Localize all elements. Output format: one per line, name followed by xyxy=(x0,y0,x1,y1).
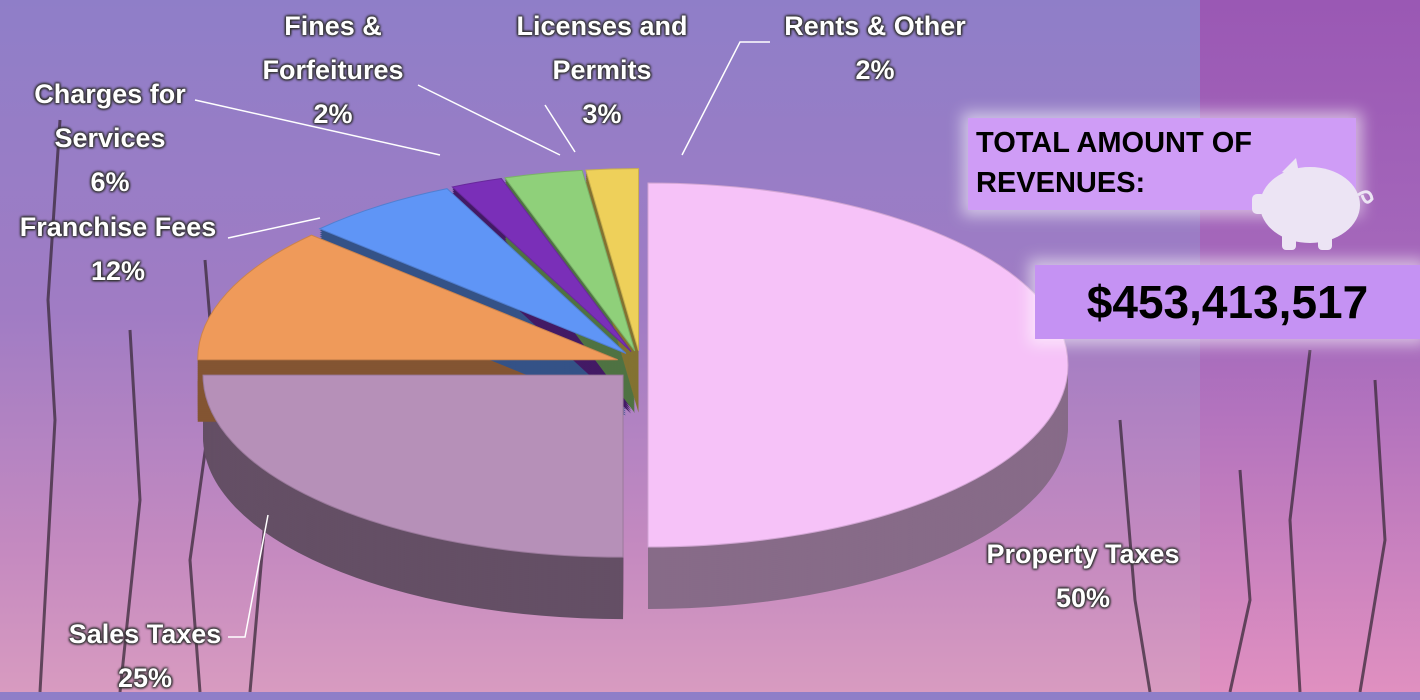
side-panel xyxy=(1200,0,1420,692)
leader-line xyxy=(228,514,269,638)
value-label: 2% xyxy=(855,55,895,85)
category-name: Fines & Forfeitures xyxy=(262,11,404,85)
value-label: 6% xyxy=(90,167,130,197)
leader-line xyxy=(227,217,321,239)
leader-line xyxy=(681,41,770,156)
branches xyxy=(38,119,1387,692)
value-label: 2% xyxy=(313,99,353,129)
category-name: Property Taxes xyxy=(986,539,1180,569)
slice-label: Sales Taxes 25% xyxy=(45,612,245,700)
leader-line xyxy=(544,104,576,153)
value-label: 3% xyxy=(582,99,622,129)
slice-label: Franchise Fees 12% xyxy=(0,205,238,293)
category-name: Sales Taxes xyxy=(68,619,222,649)
value-label: 50% xyxy=(1055,583,1111,613)
value-label: 12% xyxy=(90,256,146,286)
slice-label: Fines & Forfeitures 2% xyxy=(243,4,423,136)
pie-slice xyxy=(202,374,624,558)
pie xyxy=(197,168,1069,620)
slice-label: Rents & Other 2% xyxy=(760,4,990,92)
slice-label: Charges for Services 6% xyxy=(10,72,210,204)
pie-slice xyxy=(647,182,1069,548)
category-name: Rents & Other xyxy=(784,11,966,41)
leader-lines xyxy=(194,41,770,638)
leader-line xyxy=(417,84,561,156)
slice-label: Licenses and Permits 3% xyxy=(502,4,702,136)
total-value: $453,413,517 xyxy=(1035,265,1420,339)
category-name: Charges for Services xyxy=(34,79,186,153)
total-label: TOTAL AMOUNT OF REVENUES: xyxy=(968,118,1356,210)
pie-slice xyxy=(197,234,618,361)
category-name: Franchise Fees xyxy=(19,212,217,242)
pie-slice xyxy=(585,168,639,351)
pie-slice xyxy=(451,177,632,352)
pie-slice xyxy=(504,169,636,352)
slice-label: Property Taxes 50% xyxy=(953,532,1213,620)
category-name: Licenses and Permits xyxy=(516,11,688,85)
pie-slice xyxy=(318,188,627,354)
value-label: 25% xyxy=(117,663,173,693)
leader-line xyxy=(194,99,441,156)
